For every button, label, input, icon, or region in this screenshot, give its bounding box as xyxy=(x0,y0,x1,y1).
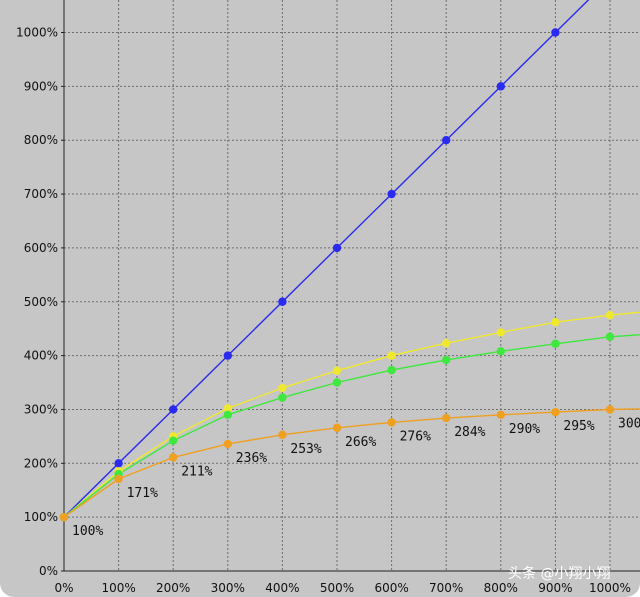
data-point xyxy=(442,136,451,145)
data-label: 266% xyxy=(345,435,376,450)
data-point xyxy=(114,474,123,484)
x-tick-label: 100% xyxy=(101,581,135,595)
series-line xyxy=(63,408,640,518)
data-point xyxy=(278,430,287,439)
data-point xyxy=(605,311,615,320)
data-point xyxy=(442,355,451,365)
data-point xyxy=(387,418,396,427)
y-tick-label: 900% xyxy=(24,79,58,93)
y-tick-label: 800% xyxy=(24,133,58,147)
data-point xyxy=(114,459,123,468)
data-label: 276% xyxy=(400,429,431,444)
x-tick-label: 0% xyxy=(54,581,73,595)
data-label: 300% xyxy=(618,416,640,431)
y-tick-label: 600% xyxy=(24,241,58,255)
y-tick-label: 100% xyxy=(24,510,58,524)
data-point xyxy=(496,347,505,356)
data-point xyxy=(605,405,615,414)
data-point xyxy=(605,332,615,341)
x-tick-label: 400% xyxy=(265,581,299,595)
x-tick-label: 900% xyxy=(538,581,572,595)
data-point xyxy=(223,404,232,413)
data-point xyxy=(223,351,232,360)
y-tick-label: 500% xyxy=(24,295,58,309)
data-point xyxy=(496,410,505,420)
y-tick-label: 400% xyxy=(24,349,58,363)
data-point xyxy=(278,297,287,306)
x-tick-label: 800% xyxy=(484,581,518,595)
data-point xyxy=(169,405,178,414)
data-point xyxy=(169,453,178,462)
y-tick-label: 200% xyxy=(24,456,58,470)
y-tick-label: 1000% xyxy=(16,26,58,40)
data-point xyxy=(332,366,342,375)
data-label: 295% xyxy=(563,419,594,434)
data-point xyxy=(278,393,287,402)
data-point xyxy=(551,407,560,417)
x-tick-label: 500% xyxy=(320,581,354,595)
data-point xyxy=(332,378,342,387)
x-tick-label: 600% xyxy=(374,581,408,595)
data-point xyxy=(169,436,178,445)
data-point xyxy=(387,189,396,199)
watermark-text: 头条 @小翔小翔 xyxy=(508,565,610,582)
data-point xyxy=(442,413,451,423)
data-label: 290% xyxy=(509,422,540,437)
series-line xyxy=(63,334,640,518)
x-tick-label: 200% xyxy=(156,581,190,595)
data-point xyxy=(387,365,396,375)
plot-area xyxy=(64,0,640,571)
data-point xyxy=(496,82,505,91)
data-label: 253% xyxy=(290,442,321,457)
data-point xyxy=(551,318,560,327)
data-label: 236% xyxy=(236,451,267,466)
data-point xyxy=(223,410,232,420)
data-point xyxy=(551,339,560,348)
x-tick-label: 300% xyxy=(211,581,245,595)
data-label: 211% xyxy=(181,464,212,479)
x-tick-label: 1000% xyxy=(589,581,631,595)
data-point xyxy=(496,328,505,337)
y-tick-label: 300% xyxy=(24,402,58,416)
data-point xyxy=(387,351,396,360)
data-point xyxy=(551,28,560,37)
y-tick-label: 0% xyxy=(39,564,58,578)
data-point xyxy=(59,512,69,522)
data-point xyxy=(332,423,342,432)
data-label: 284% xyxy=(454,425,485,440)
data-point xyxy=(278,383,287,393)
data-point xyxy=(442,339,451,348)
data-point xyxy=(223,439,232,449)
data-label: 171% xyxy=(127,486,158,501)
series-line xyxy=(63,311,640,518)
data-point xyxy=(332,243,342,253)
x-tick-label: 700% xyxy=(429,581,463,595)
y-tick-label: 700% xyxy=(24,187,58,201)
data-label: 100% xyxy=(72,524,103,539)
